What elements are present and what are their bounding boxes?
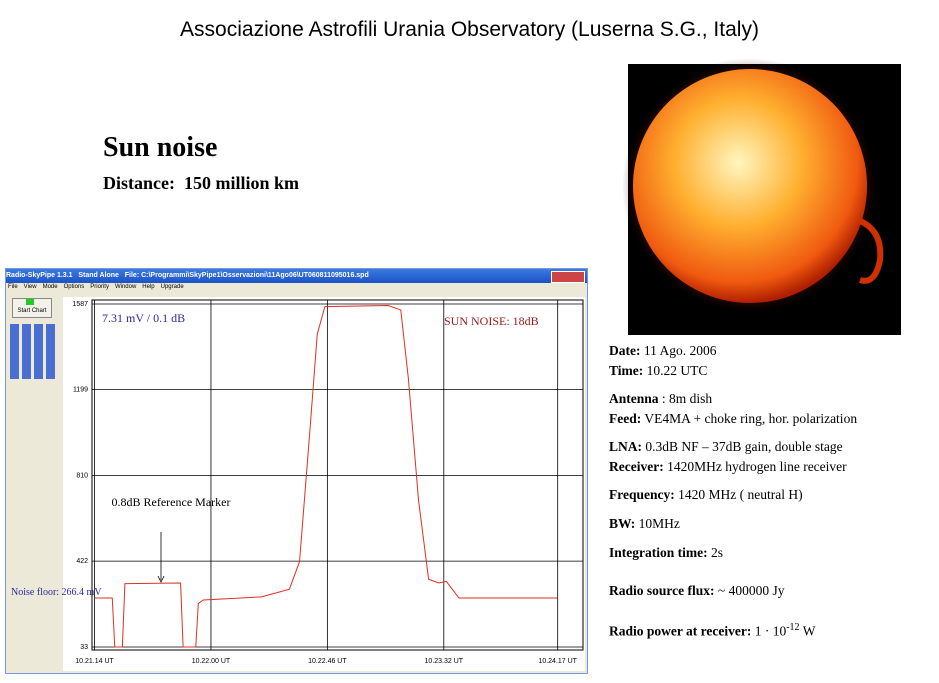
menu-bar: File View Mode Options Priority Window Help Upg… [8, 284, 190, 290]
plot-frame [91, 299, 584, 651]
detail-value: 1420 MHz ( neutral H) [674, 487, 803, 502]
menu-item[interactable]: View [23, 284, 37, 290]
detail-label: Frequency: [609, 487, 675, 502]
detail-value: 1 · 10 [751, 623, 787, 639]
start-button[interactable]: Start Chart [12, 298, 52, 318]
data-line [94, 305, 558, 648]
detail-row: BW: 10MHz [609, 516, 680, 532]
x-tick-label: 10.24.17 UT [538, 658, 577, 665]
detail-value: ~ 400000 Jy [714, 583, 785, 598]
distance: Distance: 150 million km [103, 173, 299, 193]
menu-item[interactable]: Upgrade [160, 284, 184, 290]
annotation: 7.31 mV / 0.1 dB [102, 311, 186, 325]
y-tick-label: 810 [76, 472, 88, 479]
y-tick-label: 422 [76, 558, 88, 565]
detail-label: Radio source flux: [609, 583, 715, 598]
detail-value: 11 Ago. 2006 [640, 343, 717, 358]
detail-row: Date: 11 Ago. 2006 [609, 343, 717, 359]
window-title: Radio-SkyPipe 1.3.1 Stand Alone File: C:… [6, 269, 587, 283]
y-tick-label: 1587 [72, 301, 88, 308]
detail-label: BW: [609, 516, 636, 531]
detail-value: VE4MA + choke ring, hor. polarization [641, 411, 858, 426]
x-tick-label: 10.22.46 UT [308, 658, 347, 665]
app-window: Radio-SkyPipe 1.3.1 Stand Alone File: C:… [5, 268, 588, 674]
detail-value: : 8m dish [658, 391, 713, 406]
detail-row: Time: 10.22 UTC [609, 363, 707, 379]
status-light [26, 299, 34, 305]
slide-title: Associazione Astrofili Urania Observator… [180, 18, 759, 41]
annotation: SUN NOISE: 18dB [444, 314, 539, 328]
detail-row: Radio power at receiver: 1 · 10-12 W [609, 622, 815, 640]
y-tick-label: 1199 [73, 386, 88, 393]
detail-row: Frequency: 1420 MHz ( neutral H) [609, 487, 803, 503]
detail-value: 10MHz [635, 516, 680, 531]
x-tick-label: 10.22.00 UT [192, 658, 231, 665]
menu-item[interactable]: Mode [42, 284, 58, 290]
y-tick-label: 33 [80, 644, 88, 651]
menu-item[interactable]: Window [114, 284, 137, 290]
detail-label: Feed: [609, 411, 642, 426]
menu-item[interactable]: Priority [90, 284, 109, 290]
annotation: Noise floor: 266.4 mV [11, 587, 102, 598]
annotation: 0.8dB Reference Marker [111, 495, 231, 509]
detail-value: 1420MHz hydrogen line receiver [663, 459, 847, 474]
menu-item[interactable]: Options [63, 284, 85, 290]
marker-arrowhead [157, 575, 165, 583]
detail-label: Date: [609, 343, 641, 358]
detail-row: Receiver: 1420MHz hydrogen line receiver [609, 459, 847, 475]
detail-unit: W [799, 623, 816, 639]
plot-area [63, 297, 585, 671]
heading: Sun noise [103, 132, 218, 163]
detail-value: 2s [707, 545, 723, 560]
detail-exponent: -12 [786, 622, 800, 633]
x-tick-label: 10.21.14 UT [75, 658, 114, 665]
detail-row: Antenna : 8m dish [609, 391, 712, 407]
detail-label: Receiver: [609, 459, 664, 474]
window-controls[interactable] [551, 271, 585, 283]
toolbar[interactable] [10, 324, 58, 379]
menu-item[interactable]: File [8, 284, 18, 290]
detail-label: Integration time: [609, 545, 708, 560]
detail-value: 10.22 UTC [643, 363, 708, 378]
detail-label: Time: [609, 363, 644, 378]
detail-label: Antenna [609, 391, 659, 406]
x-tick-label: 10.23.32 UT [425, 658, 464, 665]
detail-row: LNA: 0.3dB NF – 37dB gain, double stage [609, 439, 843, 455]
detail-label: LNA: [609, 439, 642, 454]
detail-row: Integration time: 2s [609, 545, 723, 561]
detail-label: Radio power at receiver: [609, 623, 752, 639]
menu-item[interactable]: Help [142, 284, 155, 290]
detail-row: Feed: VE4MA + choke ring, hor. polarizat… [609, 411, 857, 427]
detail-value: 0.3dB NF – 37dB gain, double stage [642, 439, 843, 454]
detail-row: Radio source flux: ~ 400000 Jy [609, 583, 784, 599]
